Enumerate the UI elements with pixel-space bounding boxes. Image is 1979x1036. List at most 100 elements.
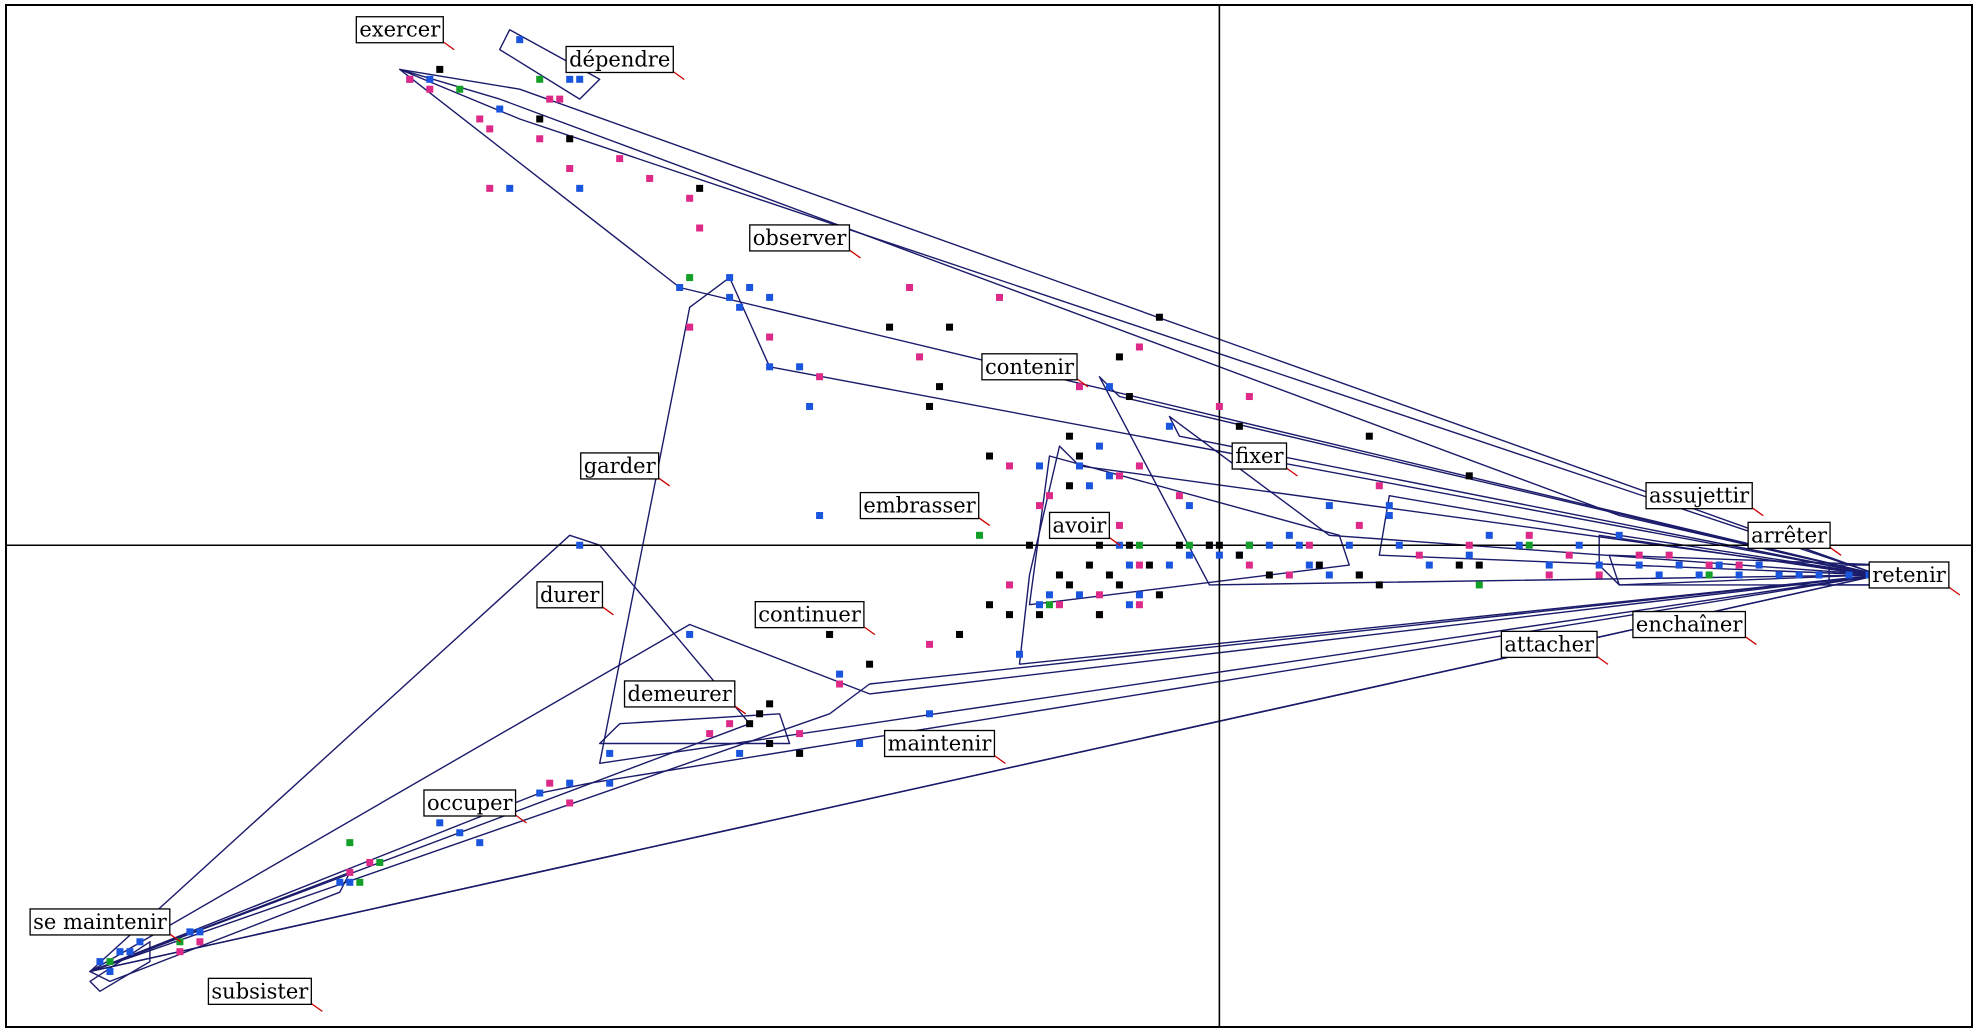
point-blue-52 <box>1635 561 1643 569</box>
point-blue-5 <box>576 75 584 83</box>
label-demeurer-text: demeurer <box>628 682 733 706</box>
point-magenta-37 <box>1285 571 1293 579</box>
point-blue-67 <box>1045 591 1053 599</box>
point-blue-36 <box>1285 531 1293 539</box>
point-magenta-43 <box>1525 531 1533 539</box>
point-black-33 <box>1355 571 1363 579</box>
point-magenta-45 <box>1565 551 1573 559</box>
label-demeurer: demeurer <box>623 680 736 708</box>
point-magenta-6 <box>536 135 544 143</box>
point-blue-37 <box>1295 541 1303 549</box>
point-blue-48 <box>1545 561 1553 569</box>
point-blue-64 <box>1325 502 1333 510</box>
point-magenta-17 <box>916 353 924 361</box>
point-blue-14 <box>766 363 774 371</box>
label-fixer-text: fixer <box>1235 444 1284 468</box>
point-blue-6 <box>506 184 514 192</box>
point-black-23 <box>1005 611 1013 619</box>
point-magenta-34 <box>1175 492 1183 500</box>
point-black-27 <box>1175 541 1183 549</box>
point-blue-81 <box>456 829 464 837</box>
point-black-47 <box>746 720 754 728</box>
point-black-14 <box>1125 541 1133 549</box>
point-blue-80 <box>606 779 614 787</box>
point-magenta-3 <box>486 125 494 133</box>
label-arreter: arrêter <box>1747 521 1831 549</box>
point-black-1 <box>536 115 544 123</box>
point-blue-49 <box>1575 541 1583 549</box>
point-blue-46 <box>1485 531 1493 539</box>
point-black-32 <box>1315 561 1323 569</box>
label-subsister-text: subsister <box>211 979 309 1003</box>
point-black-19 <box>1115 581 1123 589</box>
point-green-14 <box>106 958 114 966</box>
point-magenta-15 <box>816 373 824 381</box>
label-arreter-box <box>1747 521 1831 549</box>
point-magenta-7 <box>486 184 494 192</box>
point-magenta-13 <box>686 323 694 331</box>
point-green-7 <box>1245 541 1253 549</box>
point-blue-88 <box>96 958 104 966</box>
point-blue-21 <box>1075 462 1083 470</box>
point-blue-85 <box>346 878 354 886</box>
point-blue-12 <box>726 293 734 301</box>
point-blue-82 <box>436 819 444 827</box>
point-magenta-40 <box>1355 521 1363 529</box>
point-black-13 <box>1095 541 1103 549</box>
point-blue-8 <box>676 283 684 291</box>
label-subsister: subsister <box>207 977 312 1005</box>
point-blue-15 <box>796 363 804 371</box>
label-exercer-text: exercer <box>359 18 441 42</box>
point-magenta-53 <box>1135 343 1143 351</box>
label-assujettir: assujettir <box>1645 482 1753 510</box>
label-contenir: contenir <box>981 353 1078 381</box>
point-green-10 <box>1705 571 1713 579</box>
point-black-46 <box>756 710 764 718</box>
point-magenta-36 <box>1245 561 1253 569</box>
point-magenta-55 <box>706 730 714 738</box>
point-magenta-63 <box>176 948 184 956</box>
point-black-9 <box>986 452 993 460</box>
label-maintenir-text: maintenir <box>888 732 993 756</box>
point-blue-28 <box>1125 561 1133 569</box>
hull-subsister <box>89 871 351 983</box>
label-se-maintenir: se maintenir <box>29 908 171 936</box>
point-black-21 <box>956 630 964 638</box>
point-blue-53 <box>1655 571 1663 579</box>
label-fixer-box <box>1231 442 1288 470</box>
label-occuper: occuper <box>423 789 517 817</box>
label-se-maintenir-box <box>29 908 171 936</box>
point-magenta-1 <box>426 85 434 93</box>
point-black-4 <box>886 323 894 331</box>
point-green-9 <box>1525 541 1533 549</box>
point-magenta-20 <box>1135 462 1143 470</box>
point-blue-19 <box>1095 442 1103 450</box>
point-magenta-19 <box>1115 472 1123 480</box>
point-magenta-47 <box>1635 551 1643 559</box>
point-magenta-27 <box>1095 591 1103 599</box>
label-embrasser: embrasser <box>859 491 980 520</box>
point-magenta-64 <box>726 720 734 728</box>
point-black-42 <box>1465 472 1473 480</box>
point-black-45 <box>766 700 774 708</box>
point-magenta-61 <box>346 868 354 876</box>
label-maintenir: maintenir <box>883 729 996 758</box>
point-magenta-26 <box>1135 561 1143 569</box>
point-blue-43 <box>1395 541 1403 549</box>
point-blue-76 <box>606 749 614 757</box>
label-dependre-text: dépendre <box>569 47 670 71</box>
point-blue-51 <box>1615 531 1623 539</box>
point-magenta-11 <box>686 194 694 202</box>
label-continuer-text: continuer <box>758 603 862 627</box>
point-blue-29 <box>1165 561 1173 569</box>
point-black-26 <box>1145 561 1153 569</box>
point-blue-74 <box>856 740 864 748</box>
point-black-24 <box>1095 611 1103 619</box>
point-black-2 <box>566 135 574 143</box>
point-magenta-62 <box>196 938 204 946</box>
point-blue-11 <box>766 293 774 301</box>
point-blue-20 <box>1035 462 1043 470</box>
point-blue-44 <box>1425 561 1433 569</box>
label-subsister-box <box>207 977 312 1005</box>
point-black-18 <box>1055 571 1063 579</box>
